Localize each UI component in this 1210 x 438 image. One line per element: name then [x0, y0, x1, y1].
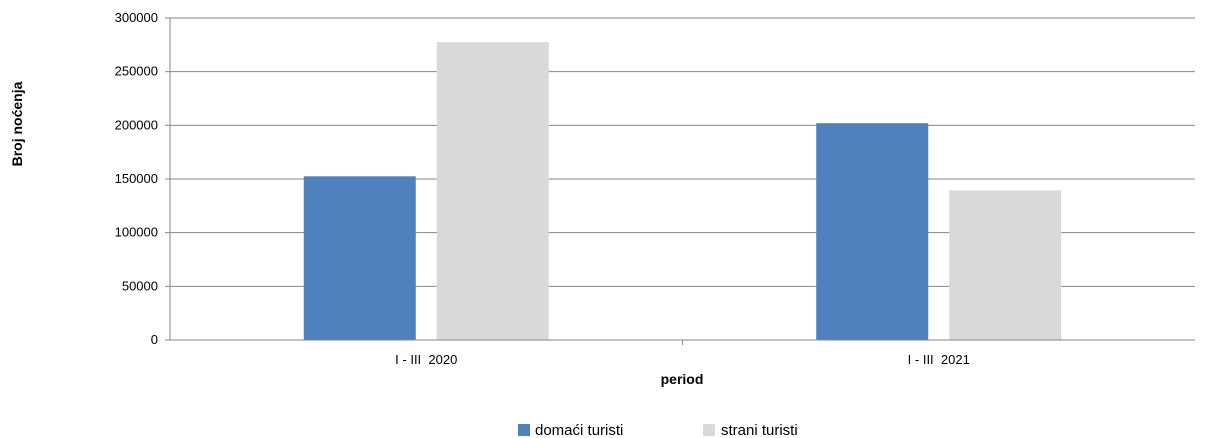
- x-tick-label: I - III 2021: [908, 352, 970, 367]
- bar-strani-0: [436, 42, 549, 341]
- bar-domaci-0: [303, 176, 416, 340]
- y-tick-label: 0: [151, 332, 158, 347]
- bars: [303, 42, 1062, 341]
- x-tick-label: I - III 2020: [395, 352, 457, 367]
- x-axis-title: period: [661, 371, 704, 387]
- y-axis-title: Broj noćenja: [9, 81, 25, 166]
- legend-label-domaci: domaći turisti: [535, 422, 623, 438]
- legend-swatch-domaci: [518, 424, 530, 436]
- x-tick-labels: I - III 2020 I - III 2021: [395, 340, 970, 367]
- y-tick-label: 200000: [115, 117, 158, 132]
- legend-swatch-strani: [703, 424, 715, 436]
- bar-domaci-1: [816, 123, 929, 340]
- bar-strani-1: [949, 190, 1062, 340]
- y-tick-label: 250000: [115, 64, 158, 79]
- legend: domaći turisti strani turisti: [518, 422, 798, 438]
- y-tick-label: 50000: [122, 278, 158, 293]
- y-tick-label: 150000: [115, 171, 158, 186]
- y-tick-label: 100000: [115, 225, 158, 240]
- y-tick-labels: 0 50000 100000 150000 200000 250000 300000: [115, 10, 170, 347]
- legend-label-strani: strani turisti: [721, 422, 798, 438]
- y-tick-label: 300000: [115, 10, 158, 25]
